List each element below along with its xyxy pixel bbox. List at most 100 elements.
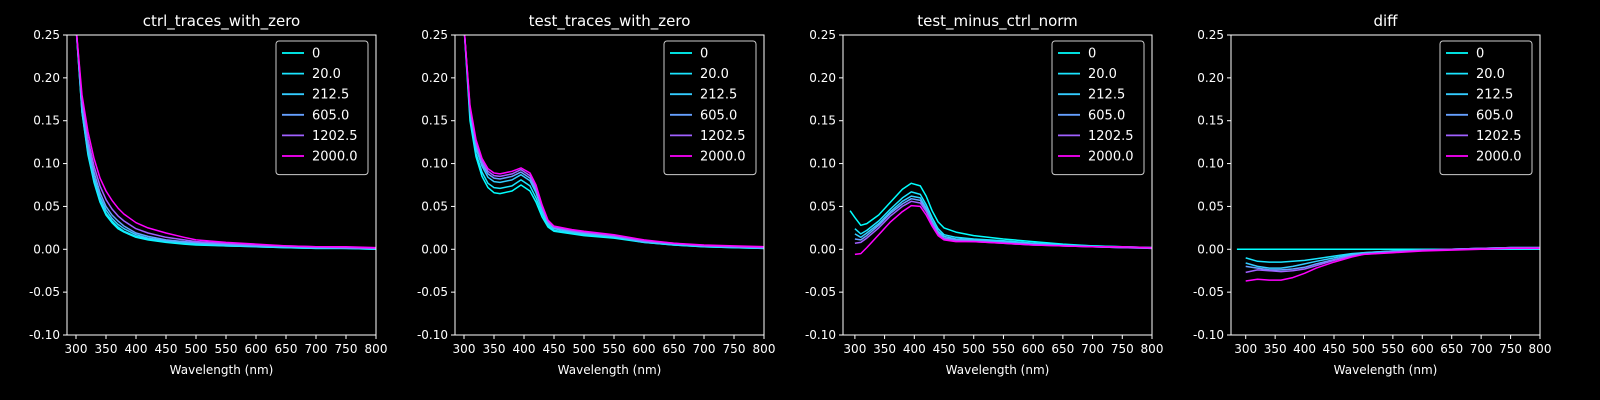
chart-1: ctrl_traces_with_zero 300 350 400 450 500 550 6…	[29, 12, 388, 377]
chart-title: test_traces_with_zero	[529, 12, 691, 31]
legend-label: 0	[312, 47, 320, 62]
legend-label: 1202.5	[312, 129, 358, 144]
x-tick-label: 550	[1381, 342, 1404, 356]
x-tick-label: 800	[365, 342, 388, 356]
plot-area	[75, 35, 376, 251]
y-tick-label: 0.10	[1197, 157, 1224, 171]
x-tick-label: 500	[1352, 342, 1375, 356]
series-line-1202.5	[1245, 246, 1540, 274]
x-tick-label: 350	[873, 342, 896, 356]
y-tick-label: 0.25	[809, 28, 836, 42]
x-axis-label: Wavelength (nm)	[558, 363, 662, 377]
y-tick-label: -0.05	[805, 285, 836, 299]
x-tick-label: 600	[633, 342, 656, 356]
legend-label: 212.5	[1088, 88, 1125, 103]
chart-3: test_minus_ctrl_norm 300 350 400 450 500 550 60…	[805, 12, 1164, 377]
x-tick-label: 400	[1293, 342, 1316, 356]
y-tick-label: 0.25	[421, 28, 448, 42]
y-tick-label: 0.15	[809, 114, 836, 128]
legend-label: 20.0	[312, 67, 341, 82]
chart-2: test_traces_with_zero 300 350 400 450 500 550 6…	[417, 12, 776, 377]
legend-label: 2000.0	[700, 150, 746, 165]
y-tick-label: 0.20	[1197, 71, 1224, 85]
y-tick-label: 0.20	[809, 71, 836, 85]
chart-title: diff	[1373, 12, 1398, 30]
x-tick-label: 600	[245, 342, 268, 356]
y-tick-label: 0.05	[421, 199, 448, 213]
series-line-0	[849, 182, 1152, 249]
y-tick-label: 0.20	[421, 71, 448, 85]
y-tick-label: -0.10	[29, 328, 60, 342]
x-tick-label: 700	[693, 342, 716, 356]
legend-label: 0	[1088, 47, 1096, 62]
x-axis-label: Wavelength (nm)	[170, 363, 274, 377]
plot-area	[1236, 246, 1540, 282]
legend-label: 20.0	[700, 67, 729, 82]
x-tick-label: 400	[903, 342, 926, 356]
x-tick-label: 700	[1470, 342, 1493, 356]
legend-label: 0	[1476, 47, 1484, 62]
legend: 0 20.0 212.5 605.0 1202.5 2000.0	[275, 40, 369, 176]
x-tick-label: 500	[962, 342, 985, 356]
x-tick-label: 450	[155, 342, 178, 356]
x-tick-label: 550	[992, 342, 1015, 356]
chart-title: test_minus_ctrl_norm	[917, 12, 1078, 31]
legend-label: 212.5	[1476, 88, 1513, 103]
x-axis-label: Wavelength (nm)	[1334, 363, 1438, 377]
chart-4: diff 300 350 400 450 500 550 600 650 700 750 800 -0.…	[1193, 12, 1552, 377]
y-tick-label: -0.05	[29, 285, 60, 299]
series-line-2000.0	[75, 35, 376, 249]
x-tick-label: 550	[215, 342, 238, 356]
series-line-2000.0	[854, 204, 1152, 256]
x-tick-label: 500	[185, 342, 208, 356]
y-tick-label: 0.05	[809, 199, 836, 213]
x-tick-label: 300	[453, 342, 476, 356]
legend-label: 2000.0	[1476, 150, 1522, 165]
plot-area	[463, 35, 764, 250]
x-tick-label: 550	[603, 342, 626, 356]
x-tick-label: 350	[1264, 342, 1287, 356]
legend: 0 20.0 212.5 605.0 1202.5 2000.0	[1051, 40, 1145, 176]
x-tick-label: 350	[95, 342, 118, 356]
series-line-20.0	[463, 35, 764, 250]
axes-frame	[454, 34, 765, 336]
y-tick-label: 0.00	[421, 242, 448, 256]
y-tick-label: -0.05	[417, 285, 448, 299]
x-tick-label: 500	[573, 342, 596, 356]
legend-label: 605.0	[312, 108, 349, 123]
x-tick-label: 450	[1323, 342, 1346, 356]
legend-label: 1202.5	[700, 129, 746, 144]
legend: 0 20.0 212.5 605.0 1202.5 2000.0	[1439, 40, 1533, 176]
x-tick-label: 650	[1051, 342, 1074, 356]
y-tick-label: 0.15	[421, 114, 448, 128]
legend-label: 212.5	[312, 88, 349, 103]
y-tick-label: 0.10	[33, 157, 60, 171]
y-tick-label: 0.25	[33, 28, 60, 42]
x-tick-label: 800	[1141, 342, 1164, 356]
legend-label: 2000.0	[1088, 150, 1134, 165]
y-tick-label: 0.10	[421, 157, 448, 171]
legend-label: 0	[700, 47, 708, 62]
y-tick-label: 0.10	[809, 157, 836, 171]
legend-label: 20.0	[1476, 67, 1505, 82]
x-tick-label: 600	[1022, 342, 1045, 356]
y-tick-label: 0.00	[1197, 242, 1224, 256]
x-tick-label: 350	[483, 342, 506, 356]
x-tick-label: 700	[305, 342, 328, 356]
x-tick-label: 300	[65, 342, 88, 356]
y-tick-label: 0.00	[33, 242, 60, 256]
axes-frame	[1230, 34, 1541, 336]
y-tick-label: 0.15	[1197, 114, 1224, 128]
y-tick-label: 0.00	[809, 242, 836, 256]
y-tick-label: -0.10	[1193, 328, 1224, 342]
legend-label: 1202.5	[1088, 129, 1134, 144]
x-tick-label: 650	[663, 342, 686, 356]
x-tick-label: 600	[1411, 342, 1434, 356]
y-tick-label: -0.10	[417, 328, 448, 342]
y-tick-label: 0.15	[33, 114, 60, 128]
x-tick-label: 300	[1234, 342, 1257, 356]
series-line-2000.0	[1245, 247, 1540, 282]
legend-label: 2000.0	[312, 150, 358, 165]
x-tick-label: 750	[335, 342, 358, 356]
x-tick-label: 700	[1081, 342, 1104, 356]
